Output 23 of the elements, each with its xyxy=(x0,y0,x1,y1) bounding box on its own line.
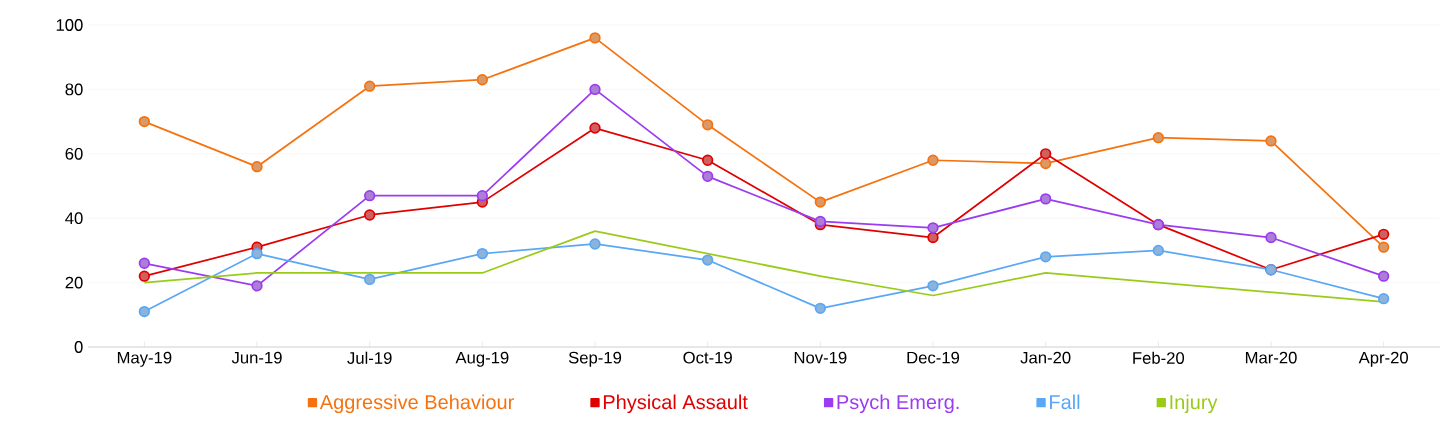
x-tick-label: Jan-20 xyxy=(1020,351,1071,364)
y-tick-label: 60 xyxy=(65,147,83,160)
x-tick-label: Sep-19 xyxy=(568,351,622,367)
x-tick-label: Jul-19 xyxy=(347,351,392,364)
x-tick-label: Feb-20 xyxy=(1133,351,1185,364)
y-tick-label: 40 xyxy=(65,212,83,225)
legend-label: Fall xyxy=(1050,394,1080,410)
x-tick-label: Dec-19 xyxy=(907,351,960,364)
y-tick-label: 0 xyxy=(74,341,83,353)
x-tick-label: Nov-19 xyxy=(794,351,847,364)
y-tick-label: 80 xyxy=(65,83,83,96)
x-tick-label: Jun-19 xyxy=(231,351,282,364)
y-tick-label: 100 xyxy=(56,19,83,31)
x-tick-label: Apr-20 xyxy=(1358,351,1409,367)
legend-label: Physical Assault xyxy=(603,394,748,414)
legend-label: Psych Emerg. xyxy=(837,394,959,414)
x-tick-label: Aug-19 xyxy=(455,351,509,367)
x-tick-label: Mar-20 xyxy=(1245,351,1297,364)
x-tick-label: May-19 xyxy=(117,351,172,367)
legend-label: Aggressive Behaviour xyxy=(319,394,514,414)
y-tick-label: 20 xyxy=(65,276,83,289)
x-tick-label: Oct-19 xyxy=(683,351,732,364)
legend-label: Injury xyxy=(1170,394,1218,414)
